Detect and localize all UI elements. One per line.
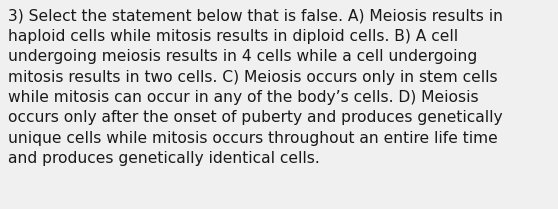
Text: 3) Select the statement below that is false. A) Meiosis results in
haploid cells: 3) Select the statement below that is fa…: [8, 8, 503, 166]
